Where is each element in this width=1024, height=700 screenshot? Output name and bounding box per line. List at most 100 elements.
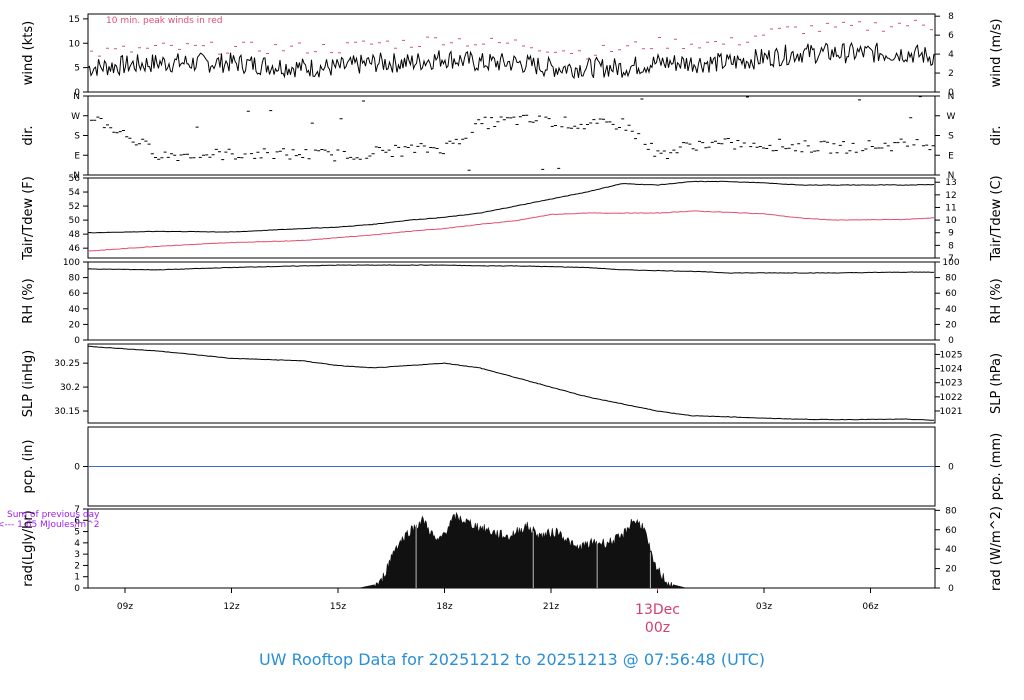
series-group <box>88 19 935 80</box>
left-tick-label: 0 <box>74 88 80 98</box>
right-axis-label: SLP (hPa) <box>989 353 1004 414</box>
right-tick-label: 9 <box>948 229 954 239</box>
left-tick-label: 4 <box>74 539 80 549</box>
panel-frame <box>87 343 936 424</box>
left-axis-label: Tair/Tdew (F) <box>21 176 36 261</box>
left-tick-label: 6 <box>74 516 80 526</box>
series-line-slp <box>88 345 935 421</box>
right-tick-label: 4 <box>948 50 954 60</box>
radiation-note-line: <--- 1.65 MJoules/m^2 <box>0 520 99 530</box>
panel-slp: 30.15 30.2 30.25 1021 1022 1023 1024 1025 SLP (i… <box>21 343 1004 424</box>
right-tick-label: 80 <box>945 274 957 284</box>
right-tick-label: 11 <box>945 203 956 213</box>
series-line-tair <box>88 180 935 234</box>
left-tick-label: 40 <box>69 305 81 315</box>
left-axis-label: wind (kts) <box>21 21 36 85</box>
right-tick-label: W <box>947 112 956 122</box>
time-tick-label: 03z <box>756 602 772 612</box>
time-axis: 09z 12z 15z 18z 21z 00z 13Dec 03z 06z <box>117 588 879 636</box>
peak-wind-marks <box>90 19 933 60</box>
right-tick-label: S <box>948 132 954 142</box>
series-group <box>88 180 935 252</box>
right-tick-label: 60 <box>945 289 957 299</box>
right-axis-label: RH (%) <box>989 278 1004 323</box>
right-tick-label: 10 <box>945 216 957 226</box>
series-group <box>88 345 935 421</box>
wind-note: 10 min. peak winds in red <box>106 16 223 26</box>
right-tick-label: N <box>948 92 955 102</box>
right-tick-label: 0 <box>948 88 954 98</box>
right-tick-label: E <box>948 151 954 161</box>
right-tick-label: 40 <box>945 305 957 315</box>
right-tick-label: 8 <box>948 241 954 251</box>
right-tick-label: 40 <box>945 545 957 555</box>
wind-speed-line <box>88 41 935 80</box>
left-tick-label: 80 <box>69 274 81 284</box>
left-tick-label: W <box>71 112 80 122</box>
left-tick-label: 50 <box>69 216 81 226</box>
time-tick-label: 06z <box>862 602 878 612</box>
right-tick-label: 1022 <box>940 393 963 403</box>
left-tick-label: 30.15 <box>54 407 80 417</box>
left-tick-label: S <box>74 132 80 142</box>
left-tick-label: 20 <box>69 320 81 330</box>
right-tick-label: 60 <box>945 526 957 536</box>
left-tick-label: 30.2 <box>60 383 80 393</box>
right-tick-label: 6 <box>948 31 954 41</box>
right-tick-label: 100 <box>942 258 959 268</box>
panel-rh: 0 20 40 60 80 100 0 20 40 60 80 100 RH (%) RH (%) <box>21 258 1004 346</box>
panel-frame <box>87 95 936 176</box>
right-tick-label: 1025 <box>940 350 963 360</box>
right-tick-label: 13 <box>945 178 956 188</box>
date-label: 13Dec <box>635 602 680 618</box>
chart-title: UW Rooftop Data for 20251212 to 20251213… <box>259 650 765 669</box>
left-tick-label: 52 <box>69 202 80 212</box>
right-tick-label: 1024 <box>940 365 963 375</box>
right-tick-label: 0 <box>948 336 954 346</box>
right-tick-label: 1021 <box>940 407 963 417</box>
right-tick-label: 0 <box>948 584 954 594</box>
left-tick-label: 10 <box>69 39 81 49</box>
left-tick-label: 56 <box>69 174 81 184</box>
panel-pcp: 0 0 pcp. (in) pcp. (mm) <box>21 426 1004 507</box>
left-tick-label: 1 <box>74 573 80 583</box>
left-tick-label: N <box>73 171 80 181</box>
panel-temp: 46 48 50 52 54 56 7 8 9 10 11 12 13 Tair/Tdew (F) Tair… <box>21 174 1004 264</box>
panel-frame <box>87 177 936 259</box>
time-tick-label: 09z <box>117 602 133 612</box>
right-tick-label: 7 <box>948 254 954 264</box>
time-tick-label: 21z <box>543 602 559 612</box>
left-tick-label: 7 <box>74 505 80 515</box>
right-axis-label: pcp. (mm) <box>989 433 1004 500</box>
time-tick-label: 18z <box>436 602 452 612</box>
radiation-note-line: Sum of previous day <box>7 510 100 520</box>
radiation-area <box>359 511 686 588</box>
right-tick-label: 20 <box>945 320 957 330</box>
panel-frame <box>87 261 936 341</box>
left-axis-label: rad(Lgly/hr) <box>21 510 36 586</box>
right-axis-label: rad (W/m^2) <box>989 506 1004 591</box>
time-tick-label-midnight: 00z <box>645 620 670 636</box>
left-axis-label: RH (%) <box>21 278 36 323</box>
left-tick-label: 15 <box>69 15 80 25</box>
left-tick-label: 0 <box>74 336 80 346</box>
time-tick-label: 15z <box>330 602 346 612</box>
left-axis-label: SLP (inHg) <box>21 350 36 418</box>
wind-direction-marks <box>90 96 935 171</box>
left-tick-label: 46 <box>69 244 81 254</box>
left-tick-label: 5 <box>74 64 80 74</box>
left-tick-label: 30.25 <box>54 359 80 369</box>
right-tick-label: N <box>948 171 955 181</box>
right-tick-label: 20 <box>945 565 957 575</box>
left-tick-label: 0 <box>74 584 80 594</box>
right-tick-label: 2 <box>948 69 954 79</box>
left-tick-label: 48 <box>69 230 81 240</box>
right-axis-label: Tair/Tdew (C) <box>989 175 1004 261</box>
right-tick-label: 8 <box>948 12 954 22</box>
left-tick-label: 0 <box>74 463 80 473</box>
left-tick-label: 54 <box>69 188 81 198</box>
